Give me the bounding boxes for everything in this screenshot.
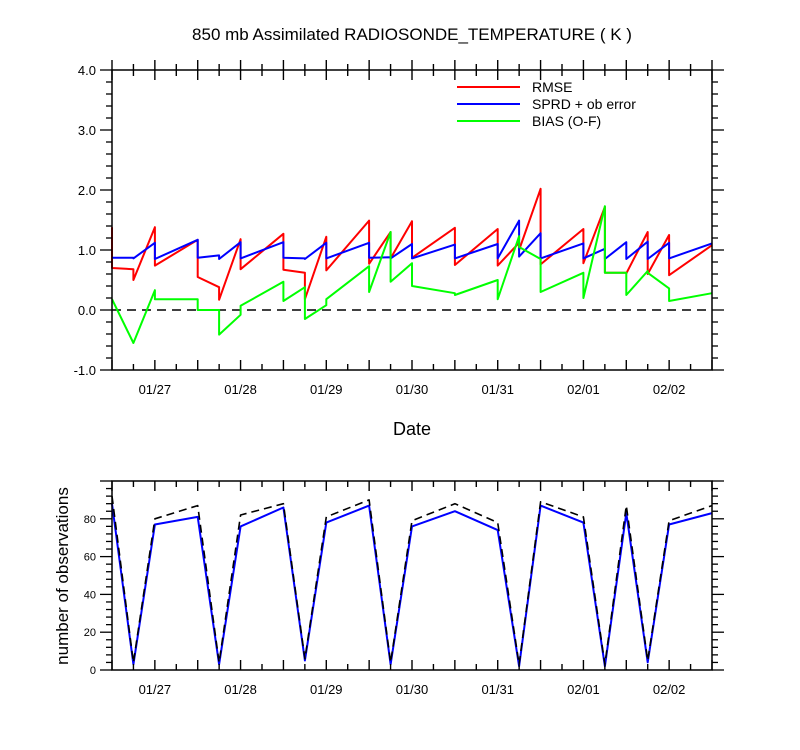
bottom-y-tick-label: 40: [84, 589, 96, 601]
top-x-tick-label: 01/29: [310, 382, 343, 397]
series-line-used-observations: [111, 503, 713, 668]
legend: RMSE SPRD + ob error BIAS (O-F): [457, 79, 636, 129]
bottom-y-tick-label: 20: [84, 627, 96, 639]
top-x-tick-label: 01/28: [224, 382, 257, 397]
bottom-chart-ticks: [100, 480, 724, 671]
top-y-tick-label: -1.0: [74, 363, 96, 378]
top-chart-ticks: [100, 60, 724, 371]
bottom-x-tick-label: 01/27: [139, 682, 172, 697]
top-x-tick-label: 01/30: [396, 382, 429, 397]
top-x-tick-label: 01/31: [481, 382, 514, 397]
top-chart-series: [111, 187, 713, 344]
bottom-x-tick-label: 02/02: [653, 682, 686, 697]
bottom-y-tick-labels: 80 60 40 20 0: [84, 514, 96, 677]
series-line-bias-o-f: [111, 205, 713, 344]
series-line-sprd-ob-error: [112, 219, 713, 260]
bottom-chart-series: [111, 495, 713, 668]
top-x-tick-label: 02/01: [567, 382, 600, 397]
series-line-possible-observations: [111, 495, 713, 666]
bottom-y-axis-label: number of observations: [53, 487, 72, 665]
top-x-tick-labels: 01/27 01/28 01/29 01/30 01/31 02/01 02/02: [139, 382, 686, 397]
top-y-tick-label: 1.0: [78, 243, 96, 258]
top-y-tick-label: 4.0: [78, 63, 96, 78]
top-chart-title: 850 mb Assimilated RADIOSONDE_TEMPERATUR…: [192, 25, 632, 44]
legend-label-sprd: SPRD + ob error: [532, 96, 636, 112]
bottom-x-tick-label: 02/01: [567, 682, 600, 697]
bottom-y-tick-label: 80: [84, 514, 96, 526]
bottom-x-tick-label: 01/29: [310, 682, 343, 697]
top-y-tick-label: 0.0: [78, 303, 96, 318]
top-x-tick-label: 01/27: [139, 382, 172, 397]
bottom-x-tick-label: 01/31: [481, 682, 514, 697]
bottom-x-tick-label: 01/28: [224, 682, 257, 697]
bottom-plot-frame: [111, 480, 713, 671]
bottom-x-tick-labels: 01/27 01/28 01/29 01/30 01/31 02/01 02/02: [139, 682, 686, 697]
top-x-tick-label: 02/02: [653, 382, 686, 397]
bottom-y-tick-label: 60: [84, 552, 96, 564]
top-plot-frame: [111, 69, 713, 371]
top-y-tick-labels: 4.0 3.0 2.0 1.0 0.0 -1.0: [74, 63, 96, 378]
top-x-axis-label: Date: [393, 419, 431, 439]
top-y-tick-label: 2.0: [78, 183, 96, 198]
legend-label-rmse: RMSE: [532, 79, 572, 95]
top-y-tick-label: 3.0: [78, 123, 96, 138]
bottom-y-tick-label: 0: [90, 665, 96, 677]
legend-label-bias: BIAS (O-F): [532, 113, 601, 129]
bottom-x-tick-label: 01/30: [396, 682, 429, 697]
